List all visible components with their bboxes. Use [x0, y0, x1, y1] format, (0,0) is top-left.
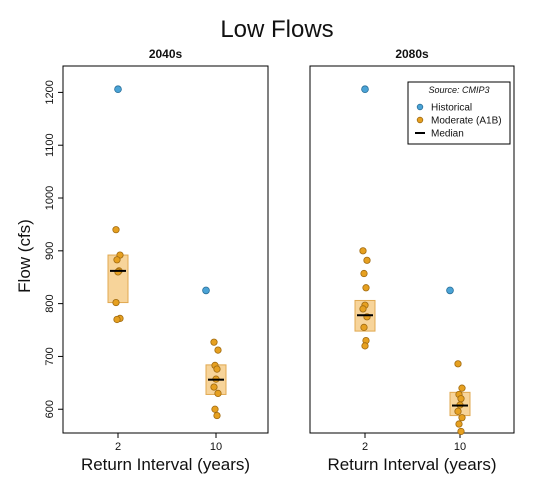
- moderate-point: [359, 305, 367, 313]
- panel-title: 2040s: [149, 47, 183, 61]
- legend-entry: Median: [431, 129, 464, 140]
- x-tick-label: 2: [115, 441, 121, 453]
- legend-entry: Moderate (A1B): [431, 116, 502, 127]
- x-axis-label: Return Interval (years): [327, 455, 496, 474]
- moderate-point: [360, 323, 368, 331]
- moderate-point: [457, 395, 465, 403]
- moderate-point: [457, 427, 465, 436]
- y-axis-label: Flow (cfs): [15, 219, 34, 293]
- x-tick-label: 10: [210, 441, 222, 453]
- moderate-point: [362, 284, 370, 292]
- moderate-point: [455, 420, 463, 428]
- moderate-point: [114, 268, 122, 276]
- panel-2080s: 2080s 2 10 Return Interval (years): [309, 47, 515, 474]
- legend: Source: CMIP3 Historical Moderate (A1B) Med…: [407, 81, 511, 145]
- moderate-point: [112, 226, 120, 234]
- legend-moderate-symbol: [416, 116, 424, 124]
- panel-2040s: 2040s 600 700 800 900 1000 1100 1200 2 10 Return I…: [44, 47, 269, 474]
- historical-point: [114, 85, 122, 94]
- panel-frame: [62, 65, 269, 434]
- chart-title: Low Flows: [220, 16, 333, 43]
- moderate-point: [214, 389, 222, 397]
- moderate-point: [361, 342, 369, 350]
- moderate-point: [360, 269, 368, 278]
- x-tick-label: 10: [454, 441, 466, 453]
- y-tick-label: 600: [44, 400, 56, 418]
- moderate-point: [210, 383, 218, 391]
- x-axis-label: Return Interval (years): [81, 455, 250, 474]
- moderate-point: [211, 405, 219, 413]
- y-tick-label: 800: [44, 294, 56, 312]
- moderate-point: [458, 384, 466, 392]
- moderate-point: [359, 247, 367, 255]
- y-tick-label: 1000: [44, 186, 56, 210]
- y-tick-label: 700: [44, 347, 56, 365]
- moderate-point: [454, 407, 462, 415]
- moderate-point: [458, 414, 466, 422]
- moderate-point: [210, 338, 218, 346]
- legend-title: Source: CMIP3: [428, 85, 489, 95]
- legend-historical-symbol: [416, 103, 424, 111]
- historical-point: [202, 286, 210, 295]
- moderate-point: [213, 365, 221, 373]
- y-tick-label: 1100: [44, 133, 56, 157]
- moderate-point: [213, 411, 221, 420]
- x-tick-label: 2: [362, 441, 368, 453]
- moderate-point: [113, 256, 121, 264]
- moderate-point: [214, 346, 222, 354]
- moderate-point: [363, 256, 371, 264]
- historical-point: [446, 286, 454, 295]
- moderate-point: [454, 360, 462, 368]
- legend-entry: Historical: [431, 103, 472, 114]
- moderate-point: [112, 298, 120, 307]
- y-tick-label: 900: [44, 242, 56, 260]
- y-tick-label: 1200: [44, 80, 56, 104]
- historical-point: [361, 85, 369, 94]
- panel-title: 2080s: [395, 47, 429, 61]
- panel-frame: [309, 65, 515, 434]
- moderate-point: [113, 315, 121, 324]
